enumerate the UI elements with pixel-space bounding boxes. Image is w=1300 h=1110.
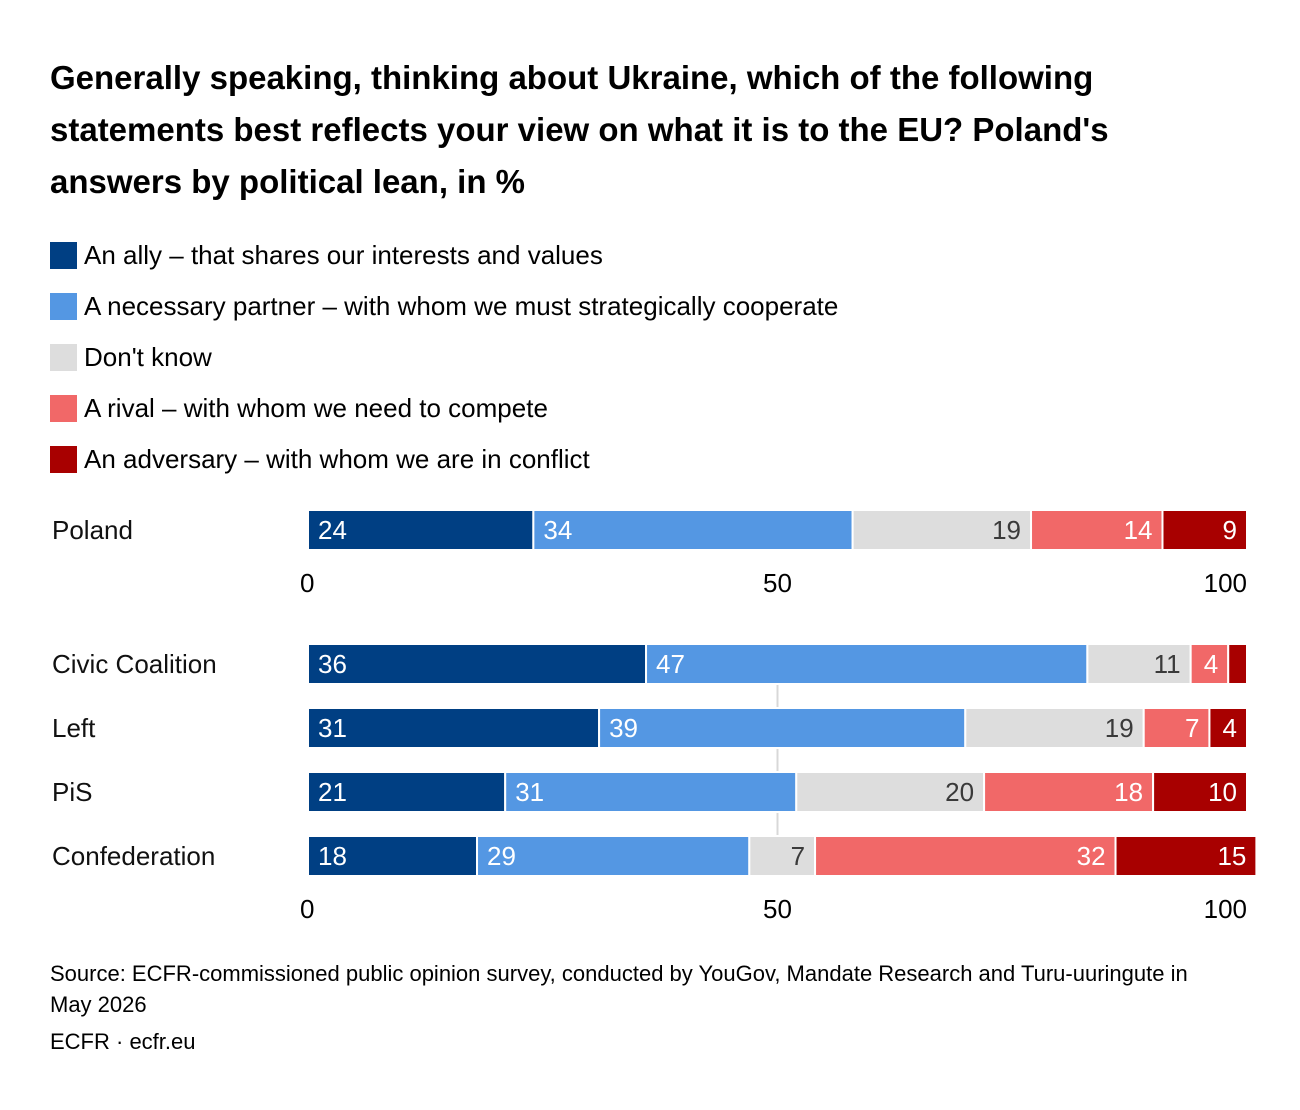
data-label: 21 [318,777,347,807]
bar-segment [532,509,854,551]
bar-segment [1152,771,1248,813]
data-label: 24 [318,515,347,545]
data-label: 15 [1217,841,1246,871]
data-label: 9 [1223,515,1237,545]
data-label: 7 [1185,713,1199,743]
bar-segment [1208,707,1248,749]
chart-title-question: Generally speaking, thinking about Ukrai… [50,59,1094,148]
category-label: Poland [52,515,133,545]
data-label: 47 [656,649,685,679]
category-label: Left [52,713,96,743]
data-label: 19 [1105,713,1134,743]
data-label: 14 [1124,515,1153,545]
bar-segment [504,771,798,813]
chart-title: Generally speaking, thinking about Ukrai… [50,52,1240,208]
bar-segment [598,707,967,749]
legend-item: A necessary partner – with whom we must … [50,289,838,323]
bar-segment [307,771,507,813]
legend-swatch [50,394,77,422]
data-label: 29 [487,841,516,871]
data-label: 32 [1077,841,1106,871]
legend-swatch [50,241,77,269]
bar-segment [814,835,1117,877]
legend-swatch [50,445,77,473]
chart-subtitle: Poland's answers by political lean, in % [50,111,1109,200]
x-tick-label: 50 [763,894,792,924]
data-label: 18 [1114,777,1143,807]
bar-segment [1161,509,1248,551]
data-label: 36 [318,649,347,679]
brand-credit: ECFR · ecfr.eu [50,1029,196,1054]
x-tick-label: 50 [763,568,792,598]
legend-swatch [50,292,77,320]
bar-segment [476,835,751,877]
category-label: Confederation [52,841,215,871]
legend-item: An adversary – with whom we are in confl… [50,442,590,476]
legend-label: Don't know [84,341,212,372]
bar-segment [307,835,479,877]
bar-segment [748,835,817,877]
data-label: 20 [945,777,974,807]
data-label: 31 [318,713,347,743]
bar-segment [1189,643,1230,685]
x-tick-label: 100 [1204,568,1247,598]
data-label: 19 [992,515,1021,545]
legend-swatch [50,343,77,371]
bar-segment [645,643,1089,685]
legend-item: A rival – with whom we need to compete [50,391,548,425]
bar-segment [1142,707,1211,749]
data-label: 34 [543,515,572,545]
data-label: 31 [515,777,544,807]
data-label: 10 [1208,777,1237,807]
legend-label: An ally – that shares our interests and … [84,239,603,270]
bar-segment [1227,643,1248,685]
footer: Source: ECFR-commissioned public opinion… [50,958,1210,1057]
bar-segment [1030,509,1164,551]
bar-segment [307,643,648,685]
bar-segment [983,771,1155,813]
legend-label: A necessary partner – with whom we must … [84,290,839,321]
data-label: 4 [1223,713,1237,743]
source-note: Source: ECFR-commissioned public opinion… [50,961,1188,1017]
data-label: 4 [1204,649,1218,679]
x-tick-label: 100 [1204,894,1247,924]
x-tick-label: 0 [300,568,314,598]
bar-segment [964,707,1145,749]
bar-segment [307,509,535,551]
data-label: 11 [1154,649,1181,679]
x-tick-label: 0 [300,894,314,924]
data-label: 18 [318,841,347,871]
legend-label: A rival – with whom we need to compete [84,392,548,423]
bar-segment [1114,835,1258,877]
data-label: 7 [791,841,805,871]
bar-segment [307,707,601,749]
legend-item: An ally – that shares our interests and … [50,238,603,272]
data-label: 39 [609,713,638,743]
bar-segment [795,771,986,813]
category-label: PiS [52,777,92,807]
legend-item: Don't know [50,340,212,374]
category-label: Civic Coalition [52,649,217,679]
legend-label: An adversary – with whom we are in confl… [84,443,590,474]
bar-segment [851,509,1033,551]
